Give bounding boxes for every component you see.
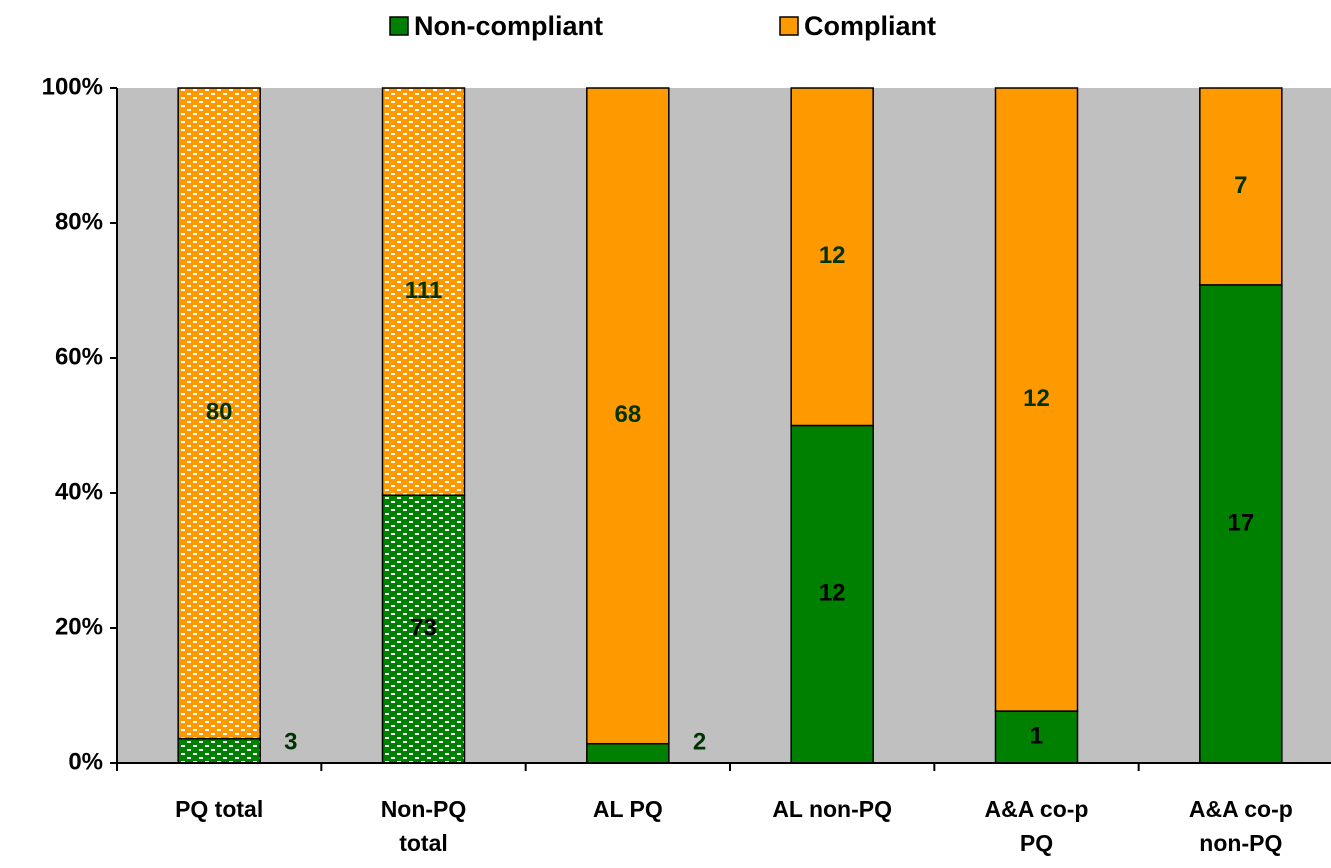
bar-segment: [1199, 284, 1283, 764]
data-label: 1: [1030, 722, 1043, 749]
data-label: 111: [405, 277, 442, 304]
bar-segment: [381, 87, 466, 496]
bar-segment: [790, 87, 874, 427]
bar-segment: [586, 87, 670, 745]
data-label: 3: [284, 728, 297, 755]
bar-segment: [177, 737, 261, 764]
x-tick-label: PQ total: [175, 796, 264, 822]
data-label: 7: [1234, 172, 1247, 199]
x-tick-label: A&A co-p PQ: [984, 796, 1089, 856]
x-tick-label: Non-PQ total: [380, 796, 467, 856]
bar-segment: [381, 494, 466, 764]
data-label: 17: [1227, 509, 1254, 536]
data-label: 12: [1023, 385, 1050, 412]
bar-segment: [790, 424, 874, 764]
y-tick-label: 60%: [55, 343, 103, 370]
data-label: 80: [206, 399, 233, 426]
y-tick-label: 20%: [55, 613, 103, 640]
data-label: 73: [410, 614, 437, 641]
x-tick-label: A&A co-p non-PQ: [1188, 796, 1293, 856]
data-label: 68: [614, 401, 641, 428]
legend-swatch: [389, 16, 409, 36]
bar-segment: [177, 87, 261, 740]
data-label: 12: [819, 580, 846, 607]
bar-segment: [1199, 87, 1283, 286]
legend-label: Non-compliant: [414, 11, 603, 41]
legend-label: Compliant: [804, 11, 936, 41]
data-label: 2: [693, 728, 706, 755]
y-tick-label: 0%: [68, 748, 103, 775]
bar-segment: [994, 87, 1079, 712]
y-tick-label: 80%: [55, 208, 103, 235]
y-tick-label: 100%: [42, 73, 103, 100]
x-tick-label: AL non-PQ: [772, 796, 892, 822]
bar-segment: [586, 742, 670, 764]
plot-background: [117, 88, 1331, 763]
x-tick-label: AL PQ: [592, 796, 663, 822]
y-tick-label: 40%: [55, 478, 103, 505]
data-label: 12: [819, 242, 846, 269]
legend-swatch: [779, 16, 799, 36]
bar-segment: [994, 710, 1079, 764]
